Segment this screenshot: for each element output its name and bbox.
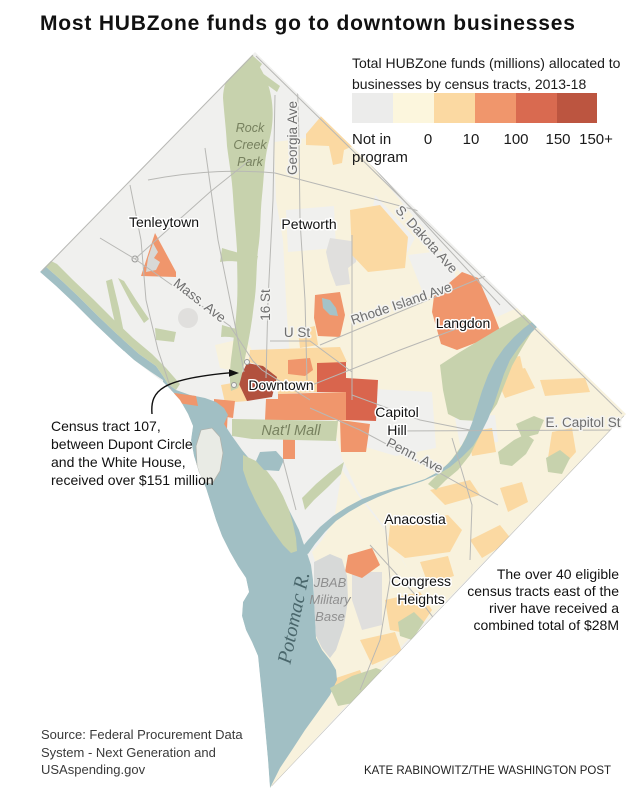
svg-text:Capitol: Capitol [375, 404, 419, 420]
svg-text:U St: U St [284, 325, 311, 340]
svg-text:E. Capitol St: E. Capitol St [545, 415, 620, 430]
svg-text:JBAB: JBAB [313, 575, 347, 590]
svg-text:Langdon: Langdon [436, 315, 491, 331]
svg-text:Park: Park [237, 155, 263, 169]
svg-text:Military: Military [309, 592, 352, 607]
svg-text:Georgia Ave: Georgia Ave [285, 101, 300, 175]
svg-text:Petworth: Petworth [281, 216, 336, 232]
svg-text:Nat'l Mall: Nat'l Mall [261, 423, 321, 439]
svg-text:Congress: Congress [391, 573, 451, 589]
svg-text:16 St: 16 St [258, 289, 273, 321]
svg-text:Anacostia: Anacostia [384, 511, 446, 527]
svg-text:Tenleytown: Tenleytown [129, 214, 199, 230]
svg-text:Heights: Heights [397, 591, 444, 607]
svg-text:Creek: Creek [233, 138, 267, 152]
svg-text:Hill: Hill [387, 422, 406, 438]
svg-text:Downtown: Downtown [248, 377, 313, 393]
svg-text:Base: Base [315, 609, 345, 624]
svg-text:Rock: Rock [236, 121, 265, 135]
